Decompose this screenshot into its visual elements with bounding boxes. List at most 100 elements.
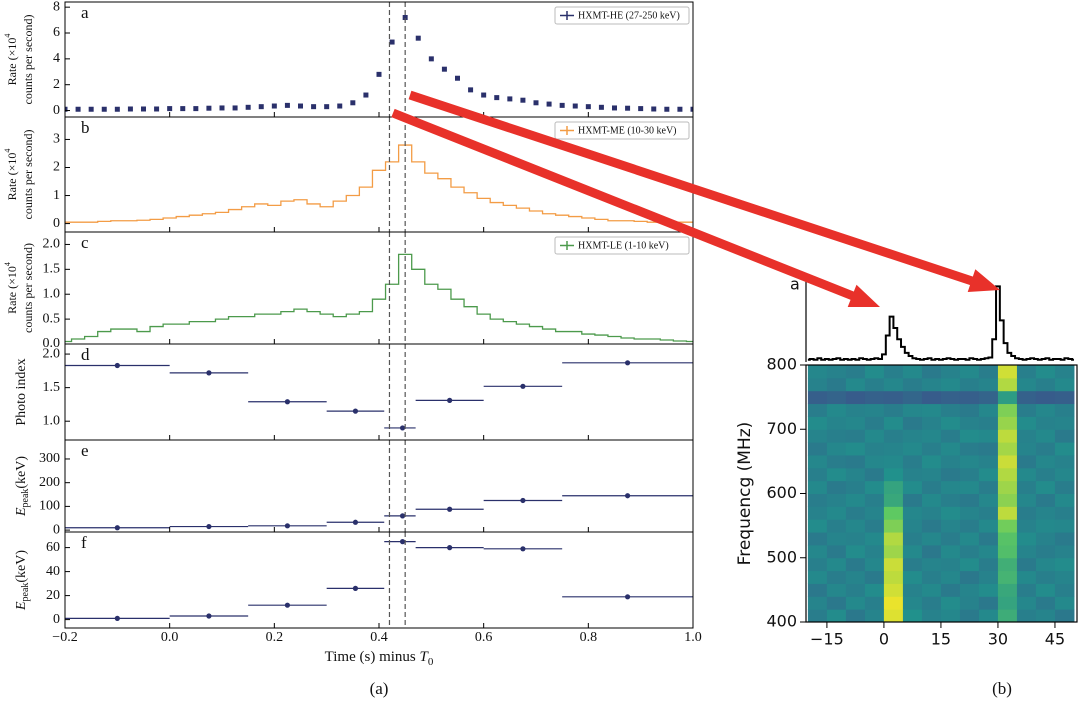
y-tick-label: 0 [53,522,60,537]
heatmap-cell [921,454,942,469]
heatmap-cell [807,596,828,610]
point [533,100,539,106]
heatmap-cell [864,480,885,494]
heatmap-cell [959,442,980,456]
heatmap-cell [978,390,999,405]
point [428,56,434,62]
heatmap-cell [845,480,866,494]
heatmap-cell [959,532,980,546]
heatmap-cell [883,557,904,572]
heatmap-cell [959,454,980,469]
heatmap-cell [1035,454,1056,469]
heatmap-cell [845,544,866,559]
point [114,106,120,112]
heatmap-cell [864,365,885,379]
x-tick-label: 0.4 [370,630,388,645]
heatmap-cell [864,429,885,443]
y-tick-label: 400 [766,612,797,631]
heatmap-cell [940,506,961,520]
frame [64,343,694,441]
heatmap-cell [940,480,961,494]
heatmap-cell [807,519,828,533]
heatmap-cell [921,377,942,392]
point [232,105,238,111]
point [447,545,453,551]
heatmap-cell [1054,377,1075,392]
heatmap-cell [940,416,961,430]
heatmap-cell [826,544,847,559]
panel-label: f [81,533,87,552]
y-tick-label: 300 [39,451,60,466]
point [399,539,406,545]
y-tick-label: 0 [53,612,60,627]
heatmap-cell [1035,609,1056,622]
heatmap-cell [826,557,847,572]
heatmap-cell [1016,493,1037,507]
y-tick-label: 8 [53,0,60,14]
y-axis-title-sub: peak [20,583,31,602]
point [376,71,382,77]
heatmap-cell [1054,480,1075,494]
heatmap-cell [902,390,923,405]
heatmap-cell [864,416,885,430]
heatmap-cell [997,390,1018,405]
heatmap-cell [845,454,866,469]
heatmap-cell [826,467,847,482]
heatmap-cell [1054,570,1075,584]
plot-area [807,365,1075,622]
heatmap-cell [864,519,885,533]
heatmap-cell [959,493,980,507]
point [352,585,359,592]
panel-label: e [81,441,89,460]
point [284,523,291,529]
plot-area [65,15,693,112]
heatmap-cell [845,596,866,610]
heatmap-cell [807,467,828,482]
heatmap-cell [864,442,885,456]
x-axis-title: Time (s) minus T0 [325,649,434,667]
point [625,105,631,111]
point [206,370,212,376]
point [612,105,617,111]
point [447,506,453,512]
heatmap-cell [1054,532,1075,546]
y-axis-title: Rate (×104 [3,149,19,201]
point [114,615,120,622]
heatmap-cell [807,442,828,456]
y-axis-title-part: Rate (×10 [5,266,19,314]
y-tick-label: 40 [46,564,60,579]
heatmap-cell [940,557,961,572]
heatmap-cell [864,493,885,507]
heatmap-cell [921,544,942,559]
x-tick-label: 0.0 [161,630,179,645]
heatmap-cell [940,365,961,379]
heatmap-cell [959,544,980,559]
heatmap-cell [883,442,904,456]
heatmap-cell [997,557,1018,572]
heatmap-cell [1016,544,1037,559]
heatmap-cell [902,467,923,482]
plot-area [807,285,1074,361]
heatmap-cell [807,403,828,417]
heatmap-cell [807,454,828,469]
point [651,106,657,112]
y-axis-title: Rate (×104 [3,262,19,314]
heatmap-cell [864,377,885,392]
point [624,360,631,366]
heatmap-cell [921,519,942,533]
heatmap-cell [978,544,999,559]
point [206,613,212,619]
heatmap-cell [978,403,999,417]
heatmap-cell [978,429,999,443]
point [363,92,369,98]
heatmap-cell [845,365,866,379]
point [598,104,604,110]
heatmap-cell [845,467,866,482]
heatmap-cell [997,480,1018,494]
plot-area [65,144,693,223]
y-tick-label: 700 [766,419,797,438]
heatmap-cell [978,557,999,572]
heatmap-cell [1016,377,1037,392]
panel-label: a [81,3,89,22]
legend-label: HXMT-HE (27-250 keV) [578,10,680,21]
